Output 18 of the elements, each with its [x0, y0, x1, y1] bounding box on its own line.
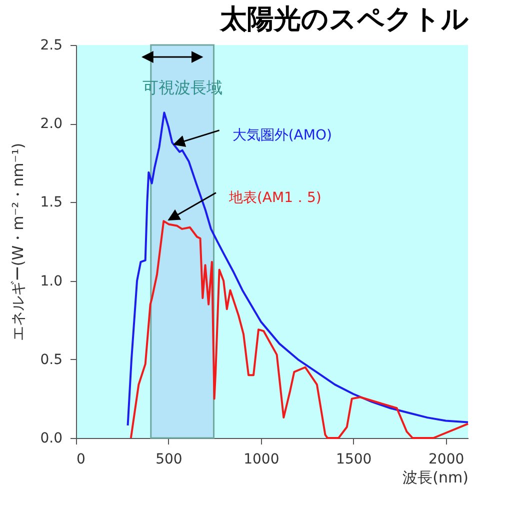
- line-series: [126, 112, 469, 426]
- text: 地表(AM1．5): [228, 190, 322, 206]
- x-tick-label: 500: [156, 452, 182, 468]
- x-tick-label: 1500: [336, 452, 372, 468]
- y-tick-label: 2.0: [40, 116, 62, 132]
- x-tick-label: 1000: [244, 452, 280, 468]
- chart-title: 太陽光のスペクトル: [219, 4, 469, 35]
- y-axis-title: エネルギー(W・m⁻²・nm⁻¹): [9, 142, 28, 342]
- x-tick-label: 2000: [428, 452, 464, 468]
- y-tick-label: 2.5: [40, 38, 62, 54]
- y-tick-label: 0.0: [40, 430, 62, 446]
- y-tick-label: 0.5: [40, 352, 62, 368]
- text: 大気圏外(AMO): [232, 127, 332, 144]
- line-series: [130, 220, 469, 439]
- y-tick-label: 1.0: [40, 273, 62, 290]
- x-tick-label: 0: [76, 452, 86, 468]
- x-axis-title: 波長(nm): [402, 468, 468, 486]
- y-tick-label: 1.5: [40, 194, 62, 211]
